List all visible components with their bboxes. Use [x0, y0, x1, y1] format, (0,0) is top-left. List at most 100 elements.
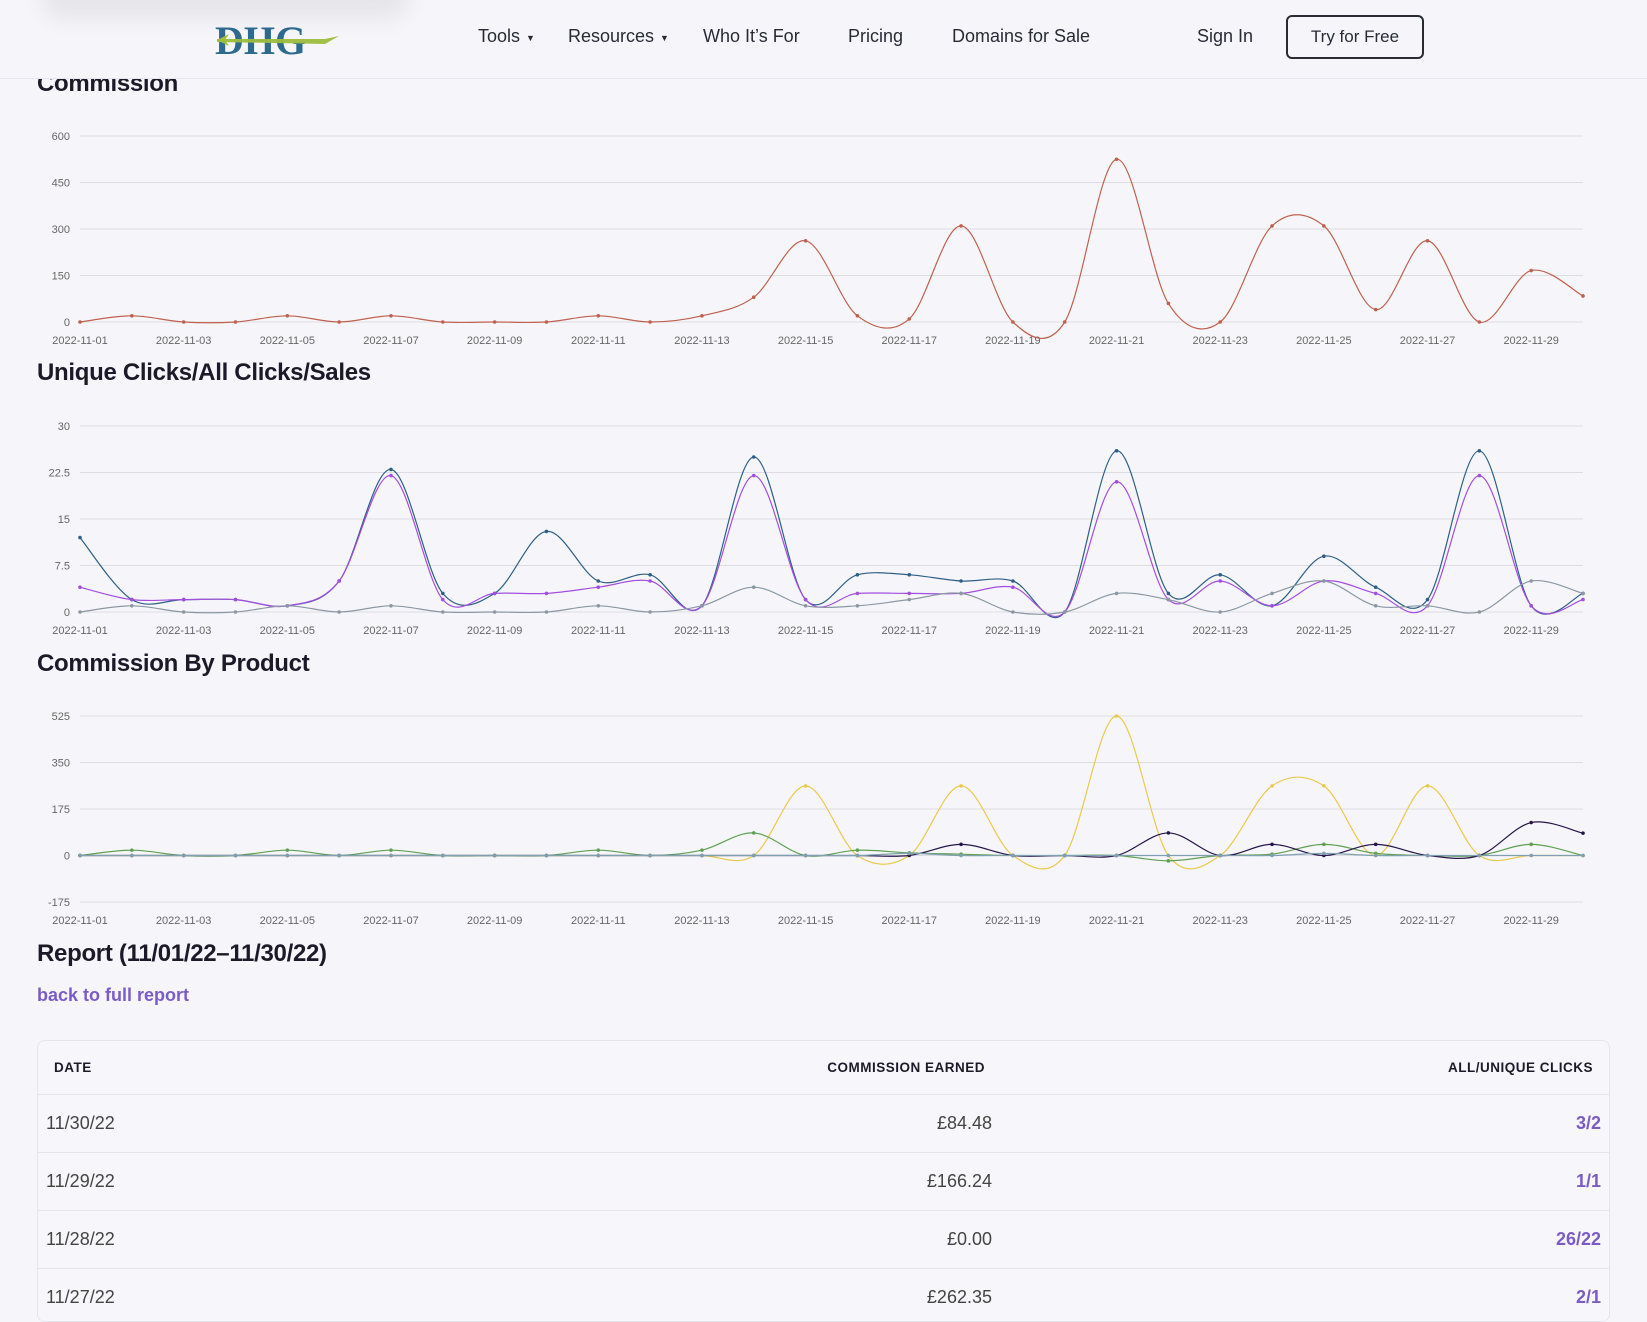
data-point	[285, 314, 290, 318]
data-point	[544, 320, 549, 324]
data-point	[1322, 851, 1326, 856]
data-point	[130, 604, 134, 608]
y-tick-label: 7.5	[55, 561, 70, 573]
data-point	[1477, 473, 1482, 478]
x-tick-label: 2022-11-17	[882, 335, 937, 347]
row-clicks-link[interactable]: 2/1	[1575, 1287, 1601, 1307]
data-point	[803, 597, 808, 602]
data-point	[751, 585, 756, 589]
data-point	[78, 853, 82, 858]
row-date: 11/29/22	[46, 1171, 115, 1191]
x-tick-label: 2022-11-19	[985, 335, 1040, 347]
row-clicks-link[interactable]: 3/2	[1575, 1113, 1601, 1133]
column-header-clicks[interactable]: ALL/UNIQUE CLICKS	[1448, 1060, 1593, 1075]
x-tick-label: 2022-11-15	[778, 625, 833, 637]
data-point	[855, 848, 860, 852]
data-point	[596, 848, 601, 852]
header-shadow-decoration	[40, 0, 410, 20]
series-line	[79, 832, 1584, 862]
nav-pricing[interactable]: Pricing	[848, 26, 903, 47]
x-tick-label: 2022-11-07	[363, 625, 418, 637]
data-point	[1114, 449, 1119, 453]
x-tick-label: 2022-11-25	[1296, 335, 1351, 347]
data-point	[389, 314, 393, 318]
x-tick-label: 2022-11-25	[1296, 915, 1351, 927]
data-point	[389, 853, 393, 858]
back-to-full-report-link[interactable]: back to full report	[37, 985, 190, 1005]
data-point	[1011, 579, 1015, 583]
row-date: 11/27/22	[46, 1287, 115, 1307]
data-point	[130, 597, 134, 602]
data-point	[1529, 853, 1533, 858]
column-header-date[interactable]: DATE	[54, 1060, 92, 1075]
data-point	[1114, 480, 1119, 484]
report-title: Report (11/01/22–11/30/22)	[37, 940, 327, 967]
x-tick-label: 2022-11-09	[467, 915, 522, 927]
top-navigation-bar: DHG Tools ▼ Resources ▼ Who It’s For Pri…	[0, 0, 1647, 79]
data-point	[1218, 573, 1223, 577]
data-point	[596, 314, 601, 318]
data-point	[907, 317, 912, 321]
data-point	[1477, 853, 1482, 858]
nav-who-its-for[interactable]: Who It’s For	[703, 26, 800, 47]
data-point	[130, 853, 134, 858]
try-for-free-button[interactable]: Try for Free	[1286, 15, 1424, 59]
data-point	[1218, 610, 1223, 614]
data-point	[389, 604, 393, 608]
x-tick-label: 2022-11-11	[571, 625, 626, 637]
data-point	[1270, 853, 1274, 858]
x-tick-label: 2022-11-29	[1503, 915, 1558, 927]
data-point	[78, 585, 82, 589]
table-row: 11/28/22 £0.00 26/22	[38, 1211, 1609, 1269]
y-tick-label: 22.5	[49, 468, 70, 480]
series-line	[79, 450, 1584, 619]
x-tick-label: 2022-11-27	[1400, 625, 1455, 637]
data-point	[1373, 604, 1378, 608]
clicks-chart: 0 7.5 15 22.5 30 2022-11-01 2022-11-03 2022-11-…	[49, 421, 1585, 637]
data-point	[285, 848, 290, 852]
data-point	[959, 784, 963, 788]
column-header-commission[interactable]: COMMISSION EARNED	[827, 1060, 985, 1075]
x-tick-label: 2022-11-03	[156, 335, 211, 347]
data-point	[1425, 604, 1430, 608]
row-clicks-link[interactable]: 1/1	[1575, 1171, 1601, 1191]
table-row: 11/27/22 £262.35 2/1	[38, 1269, 1609, 1321]
try-for-free-label: Try for Free	[1310, 27, 1400, 46]
table-row: 11/30/22 £84.48 3/2	[38, 1095, 1609, 1153]
data-point	[233, 320, 238, 324]
data-point	[1218, 853, 1223, 858]
table-row: 11/29/22 £166.24 1/1	[38, 1153, 1609, 1211]
data-point	[1322, 842, 1326, 847]
data-point	[855, 604, 860, 608]
y-tick-label: 0	[64, 317, 70, 329]
data-point	[803, 784, 808, 788]
row-clicks-link[interactable]: 26/22	[1555, 1229, 1601, 1249]
y-tick-label: 0	[64, 607, 70, 619]
series-line	[79, 579, 1584, 615]
y-tick-label: -175	[48, 897, 70, 909]
data-point	[1166, 831, 1171, 835]
data-point	[751, 831, 756, 835]
x-tick-label: 2022-11-17	[882, 915, 937, 927]
nav-tools-label: Tools	[478, 26, 521, 46]
dhg-logo[interactable]: DHG	[215, 16, 340, 62]
data-point	[1011, 853, 1015, 858]
y-tick-label: 15	[58, 514, 70, 526]
x-tick-label: 2022-11-01	[52, 625, 107, 637]
x-tick-label: 2022-11-09	[467, 625, 522, 637]
data-point	[596, 604, 601, 608]
data-point	[1425, 853, 1430, 858]
nav-resources[interactable]: Resources ▼	[568, 26, 669, 47]
data-point	[440, 853, 445, 858]
series-line	[80, 715, 1583, 870]
y-tick-label: 450	[52, 178, 70, 190]
clicks-title: Unique Clicks/All Clicks/Sales	[37, 359, 371, 386]
nav-domains-for-sale[interactable]: Domains for Sale	[952, 26, 1090, 47]
data-point	[803, 238, 808, 243]
nav-tools[interactable]: Tools ▼	[478, 26, 535, 47]
data-point	[907, 597, 912, 602]
data-point	[1166, 853, 1171, 858]
data-point	[959, 579, 963, 583]
data-point	[648, 573, 652, 577]
sign-in-link[interactable]: Sign In	[1197, 26, 1253, 47]
